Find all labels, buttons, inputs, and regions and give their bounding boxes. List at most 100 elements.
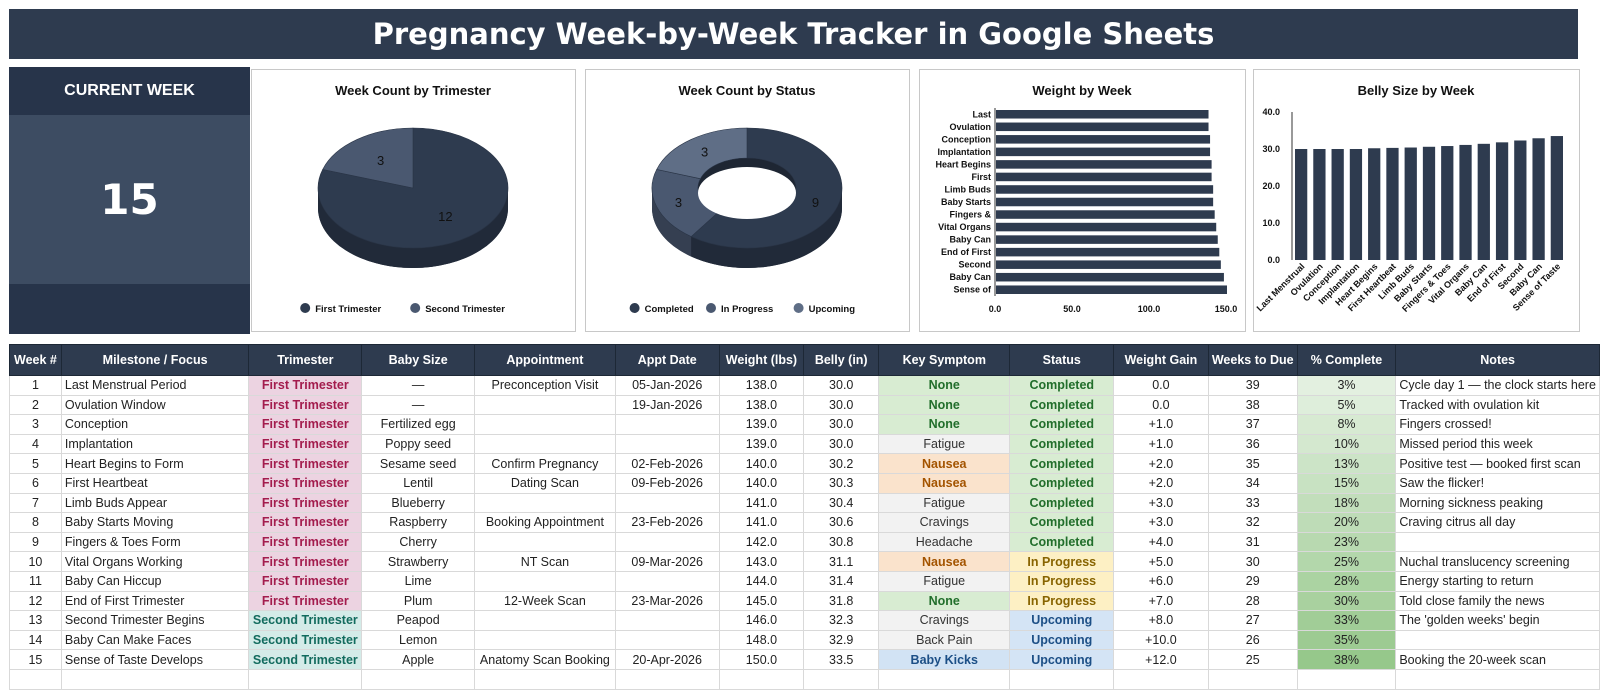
cell-key-symptom[interactable]: Cravings: [878, 512, 1011, 533]
cell-baby-size[interactable]: Raspberry: [361, 512, 475, 533]
cell-baby-size[interactable]: Apple: [361, 649, 475, 670]
cell-notes[interactable]: Craving citrus all day: [1395, 512, 1600, 533]
cell-key-symptom[interactable]: None: [878, 394, 1011, 416]
table-row[interactable]: 10 Vital Organs Working First Trimester Str…: [9, 551, 1600, 572]
cell-status[interactable]: In Progress: [1009, 570, 1115, 592]
cell-appointment[interactable]: NT Scan: [473, 551, 616, 572]
cell-week[interactable]: 2: [9, 394, 62, 416]
cell-baby-size[interactable]: Strawberry: [361, 551, 475, 572]
cell-appt-date[interactable]: 23-Mar-2026: [614, 590, 720, 612]
cell-weight-lbs[interactable]: 144.0: [718, 570, 805, 592]
cell-milestone-focus[interactable]: Implantation: [60, 433, 250, 455]
cell-appt-date[interactable]: 09-Feb-2026: [614, 472, 720, 494]
column-header[interactable]: Weight (lbs): [718, 344, 805, 376]
cell-weeks-to-due[interactable]: 35: [1207, 453, 1298, 474]
cell-baby-size[interactable]: Peapod: [361, 610, 475, 631]
cell-week[interactable]: 10: [9, 551, 62, 572]
cell-weeks-to-due[interactable]: 34: [1207, 472, 1298, 494]
cell-appt-date[interactable]: [614, 492, 720, 514]
empty-cell[interactable]: [361, 668, 475, 690]
cell-status[interactable]: In Progress: [1009, 590, 1115, 612]
cell-key-symptom[interactable]: Nausea: [878, 551, 1011, 572]
cell-status[interactable]: Completed: [1009, 375, 1115, 396]
bar[interactable]: [996, 160, 1212, 169]
table-row[interactable]: 8 Baby Starts Moving First Trimester Raspbe…: [9, 512, 1600, 533]
cell--complete[interactable]: 33%: [1296, 610, 1397, 631]
cell-weeks-to-due[interactable]: 26: [1207, 629, 1298, 651]
table-row[interactable]: [9, 668, 1600, 690]
bar[interactable]: [1349, 149, 1363, 260]
cell-trimester[interactable]: First Trimester: [248, 512, 363, 533]
cell-weight-lbs[interactable]: 138.0: [718, 394, 805, 416]
bar[interactable]: [1331, 149, 1344, 260]
cell-weight-gain[interactable]: +5.0: [1113, 551, 1209, 572]
cell-trimester[interactable]: Second Trimester: [248, 610, 363, 631]
empty-cell[interactable]: [1113, 668, 1209, 690]
cell-notes[interactable]: The 'golden weeks' begin: [1395, 610, 1600, 631]
cell-weight-gain[interactable]: +3.0: [1113, 512, 1209, 533]
bar[interactable]: [996, 135, 1211, 144]
cell-status[interactable]: Completed: [1009, 531, 1115, 553]
bar[interactable]: [996, 210, 1215, 219]
cell-trimester[interactable]: First Trimester: [248, 414, 363, 435]
cell-belly-in[interactable]: 30.0: [803, 375, 880, 396]
cell-milestone-focus[interactable]: End of First Trimester: [60, 590, 250, 612]
cell-trimester[interactable]: First Trimester: [248, 492, 363, 514]
cell--complete[interactable]: 38%: [1296, 649, 1397, 670]
bar[interactable]: [1313, 149, 1326, 260]
column-header[interactable]: Milestone / Focus: [60, 344, 250, 376]
cell-baby-size[interactable]: Fertilized egg: [361, 414, 475, 435]
column-header[interactable]: Trimester: [248, 344, 363, 376]
cell-status[interactable]: Completed: [1009, 453, 1115, 474]
cell-key-symptom[interactable]: Fatigue: [878, 492, 1011, 514]
cell-appointment[interactable]: Preconception Visit: [473, 375, 616, 396]
cell--complete[interactable]: 8%: [1296, 414, 1397, 435]
cell-key-symptom[interactable]: Headache: [878, 531, 1011, 553]
cell-week[interactable]: 3: [9, 414, 62, 435]
empty-cell[interactable]: [248, 668, 363, 690]
cell-weeks-to-due[interactable]: 25: [1207, 649, 1298, 670]
cell-status[interactable]: Upcoming: [1009, 649, 1115, 670]
cell-trimester[interactable]: First Trimester: [248, 570, 363, 592]
weight-chart[interactable]: Weight by Week Last Ovulation Conception Imp…: [919, 69, 1246, 332]
cell-milestone-focus[interactable]: Baby Can Make Faces: [60, 629, 250, 651]
cell--complete[interactable]: 13%: [1296, 453, 1397, 474]
cell-appointment[interactable]: [473, 570, 616, 592]
table-row[interactable]: 5 Heart Begins to Form First Trimester Sesa…: [9, 453, 1600, 474]
cell-milestone-focus[interactable]: Last Menstrual Period: [60, 375, 250, 396]
cell-milestone-focus[interactable]: Ovulation Window: [60, 394, 250, 416]
cell-baby-size[interactable]: Sesame seed: [361, 453, 475, 474]
table-row[interactable]: 14 Baby Can Make Faces Second Trimester Lem…: [9, 629, 1600, 651]
cell-key-symptom[interactable]: Nausea: [878, 472, 1011, 494]
cell-week[interactable]: 4: [9, 433, 62, 455]
cell-notes[interactable]: Positive test — booked first scan: [1395, 453, 1600, 474]
cell-milestone-focus[interactable]: Second Trimester Begins: [60, 610, 250, 631]
cell-trimester[interactable]: First Trimester: [248, 453, 363, 474]
cell--complete[interactable]: 23%: [1296, 531, 1397, 553]
cell-week[interactable]: 7: [9, 492, 62, 514]
cell-notes[interactable]: Energy starting to return: [1395, 570, 1600, 592]
cell-belly-in[interactable]: 31.1: [803, 551, 880, 572]
cell-baby-size[interactable]: Blueberry: [361, 492, 475, 514]
cell-appointment[interactable]: Dating Scan: [473, 472, 616, 494]
cell-appointment[interactable]: Anatomy Scan Booking: [473, 649, 616, 670]
table-row[interactable]: 13 Second Trimester Begins Second Trimeste…: [9, 610, 1600, 631]
cell-weight-lbs[interactable]: 148.0: [718, 629, 805, 651]
cell-week[interactable]: 8: [9, 512, 62, 533]
empty-cell[interactable]: [718, 668, 805, 690]
cell-notes[interactable]: Cycle day 1 — the clock starts here: [1395, 375, 1600, 396]
cell-weeks-to-due[interactable]: 31: [1207, 531, 1298, 553]
cell--complete[interactable]: 28%: [1296, 570, 1397, 592]
bar[interactable]: [1532, 138, 1545, 260]
cell-trimester[interactable]: First Trimester: [248, 375, 363, 396]
cell-belly-in[interactable]: 33.5: [803, 649, 880, 670]
cell-key-symptom[interactable]: Back Pain: [878, 629, 1011, 651]
cell-weight-gain[interactable]: 0.0: [1113, 394, 1209, 416]
cell-appt-date[interactable]: 20-Apr-2026: [614, 649, 720, 670]
bar[interactable]: [996, 197, 1214, 207]
cell-notes[interactable]: Nuchal translucency screening: [1395, 551, 1600, 572]
cell--complete[interactable]: 25%: [1296, 551, 1397, 572]
bar[interactable]: [996, 172, 1212, 182]
bar[interactable]: [1459, 144, 1472, 260]
column-header[interactable]: Notes: [1395, 344, 1600, 376]
